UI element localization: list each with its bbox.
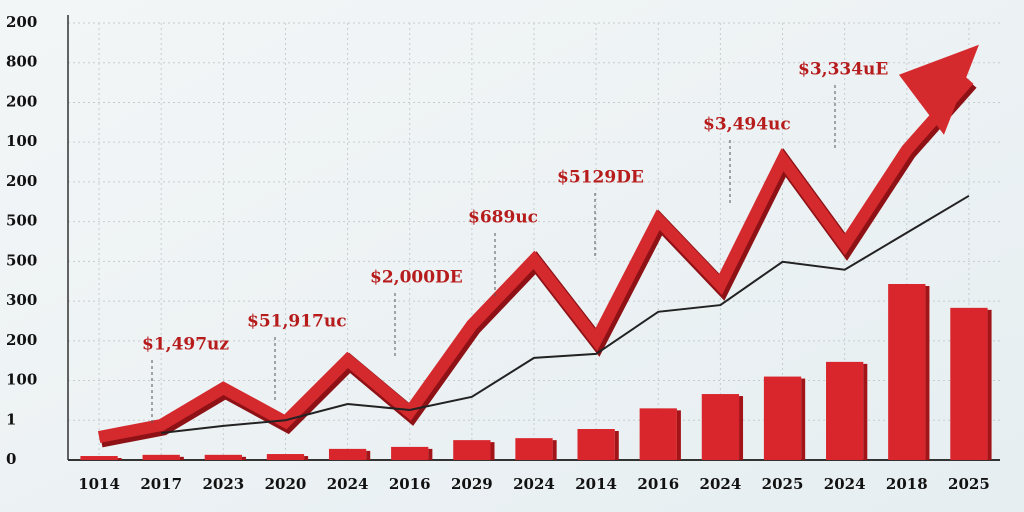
bar-side: [117, 458, 122, 460]
x-tick-label: 2023: [202, 475, 244, 493]
y-tick-label: 0: [6, 450, 16, 468]
bar: [391, 446, 429, 460]
annotation: $2,000DE: [370, 268, 463, 288]
y-tick-label: 200: [6, 13, 37, 31]
x-tick-label: 2024: [327, 475, 369, 493]
bar: [266, 454, 305, 460]
bar-side: [614, 431, 619, 460]
bar: [204, 454, 242, 460]
bar: [328, 448, 367, 460]
trend-line: [161, 194, 970, 434]
bar: [453, 440, 491, 460]
y-tick-label: 300: [6, 291, 37, 309]
bar-side: [801, 378, 806, 460]
y-tick-label: 500: [6, 212, 37, 230]
annotation: $5129DE: [557, 168, 644, 188]
x-tick-label: 2016: [389, 475, 431, 493]
bar: [826, 361, 864, 460]
x-tick-label: 2017: [140, 475, 182, 493]
y-tick-label: 100: [6, 371, 37, 389]
bar-side: [241, 456, 246, 460]
bar-side: [552, 440, 557, 460]
bar-side: [925, 286, 930, 460]
bar: [701, 394, 740, 460]
x-tick-label: 2025: [948, 475, 990, 493]
bar-side: [428, 448, 433, 460]
x-tick-label: 1014: [78, 475, 120, 493]
trend-ribbon: [97, 75, 974, 443]
bar-side: [366, 450, 371, 460]
bar: [639, 408, 677, 460]
x-tick-label: 2020: [265, 475, 307, 493]
y-tick-label: 500: [6, 251, 37, 269]
x-tick-label: 2024: [824, 475, 866, 493]
bar-side: [739, 396, 744, 460]
x-tick-label: 2018: [886, 475, 928, 493]
bar-side: [490, 442, 495, 460]
bar: [515, 438, 553, 460]
bar-side: [676, 410, 681, 460]
bar-side: [863, 363, 868, 460]
x-tick-label: 2016: [637, 475, 679, 493]
annotation: $3,334uE: [798, 60, 888, 80]
annotation: $3,494uc: [703, 115, 791, 135]
bar: [80, 456, 118, 460]
arrow-head: [898, 44, 979, 135]
bar: [950, 307, 988, 460]
annotation: $51,917uc: [247, 312, 347, 332]
bar: [142, 454, 180, 460]
y-tick-label: 1: [6, 410, 16, 428]
annotation: $1,497uz: [142, 335, 229, 355]
y-tick-label: 200: [6, 331, 37, 349]
x-tick-label: 2014: [575, 475, 617, 493]
y-tick-label: 200: [6, 92, 37, 110]
bar: [888, 284, 926, 460]
x-tick-label: 2029: [451, 475, 493, 493]
bar: [577, 429, 615, 460]
y-tick-label: 100: [6, 132, 37, 150]
y-tick-label: 800: [6, 53, 37, 71]
annotation: $689uc: [468, 208, 538, 228]
x-tick-label: 2025: [762, 475, 804, 493]
y-tick-label: 200: [6, 172, 37, 190]
x-tick-label: 2024: [513, 475, 555, 493]
bar: [763, 376, 802, 460]
bar-side: [987, 309, 992, 460]
bar-side: [304, 456, 309, 460]
bar-side: [179, 456, 184, 460]
x-tick-label: 2024: [700, 475, 742, 493]
